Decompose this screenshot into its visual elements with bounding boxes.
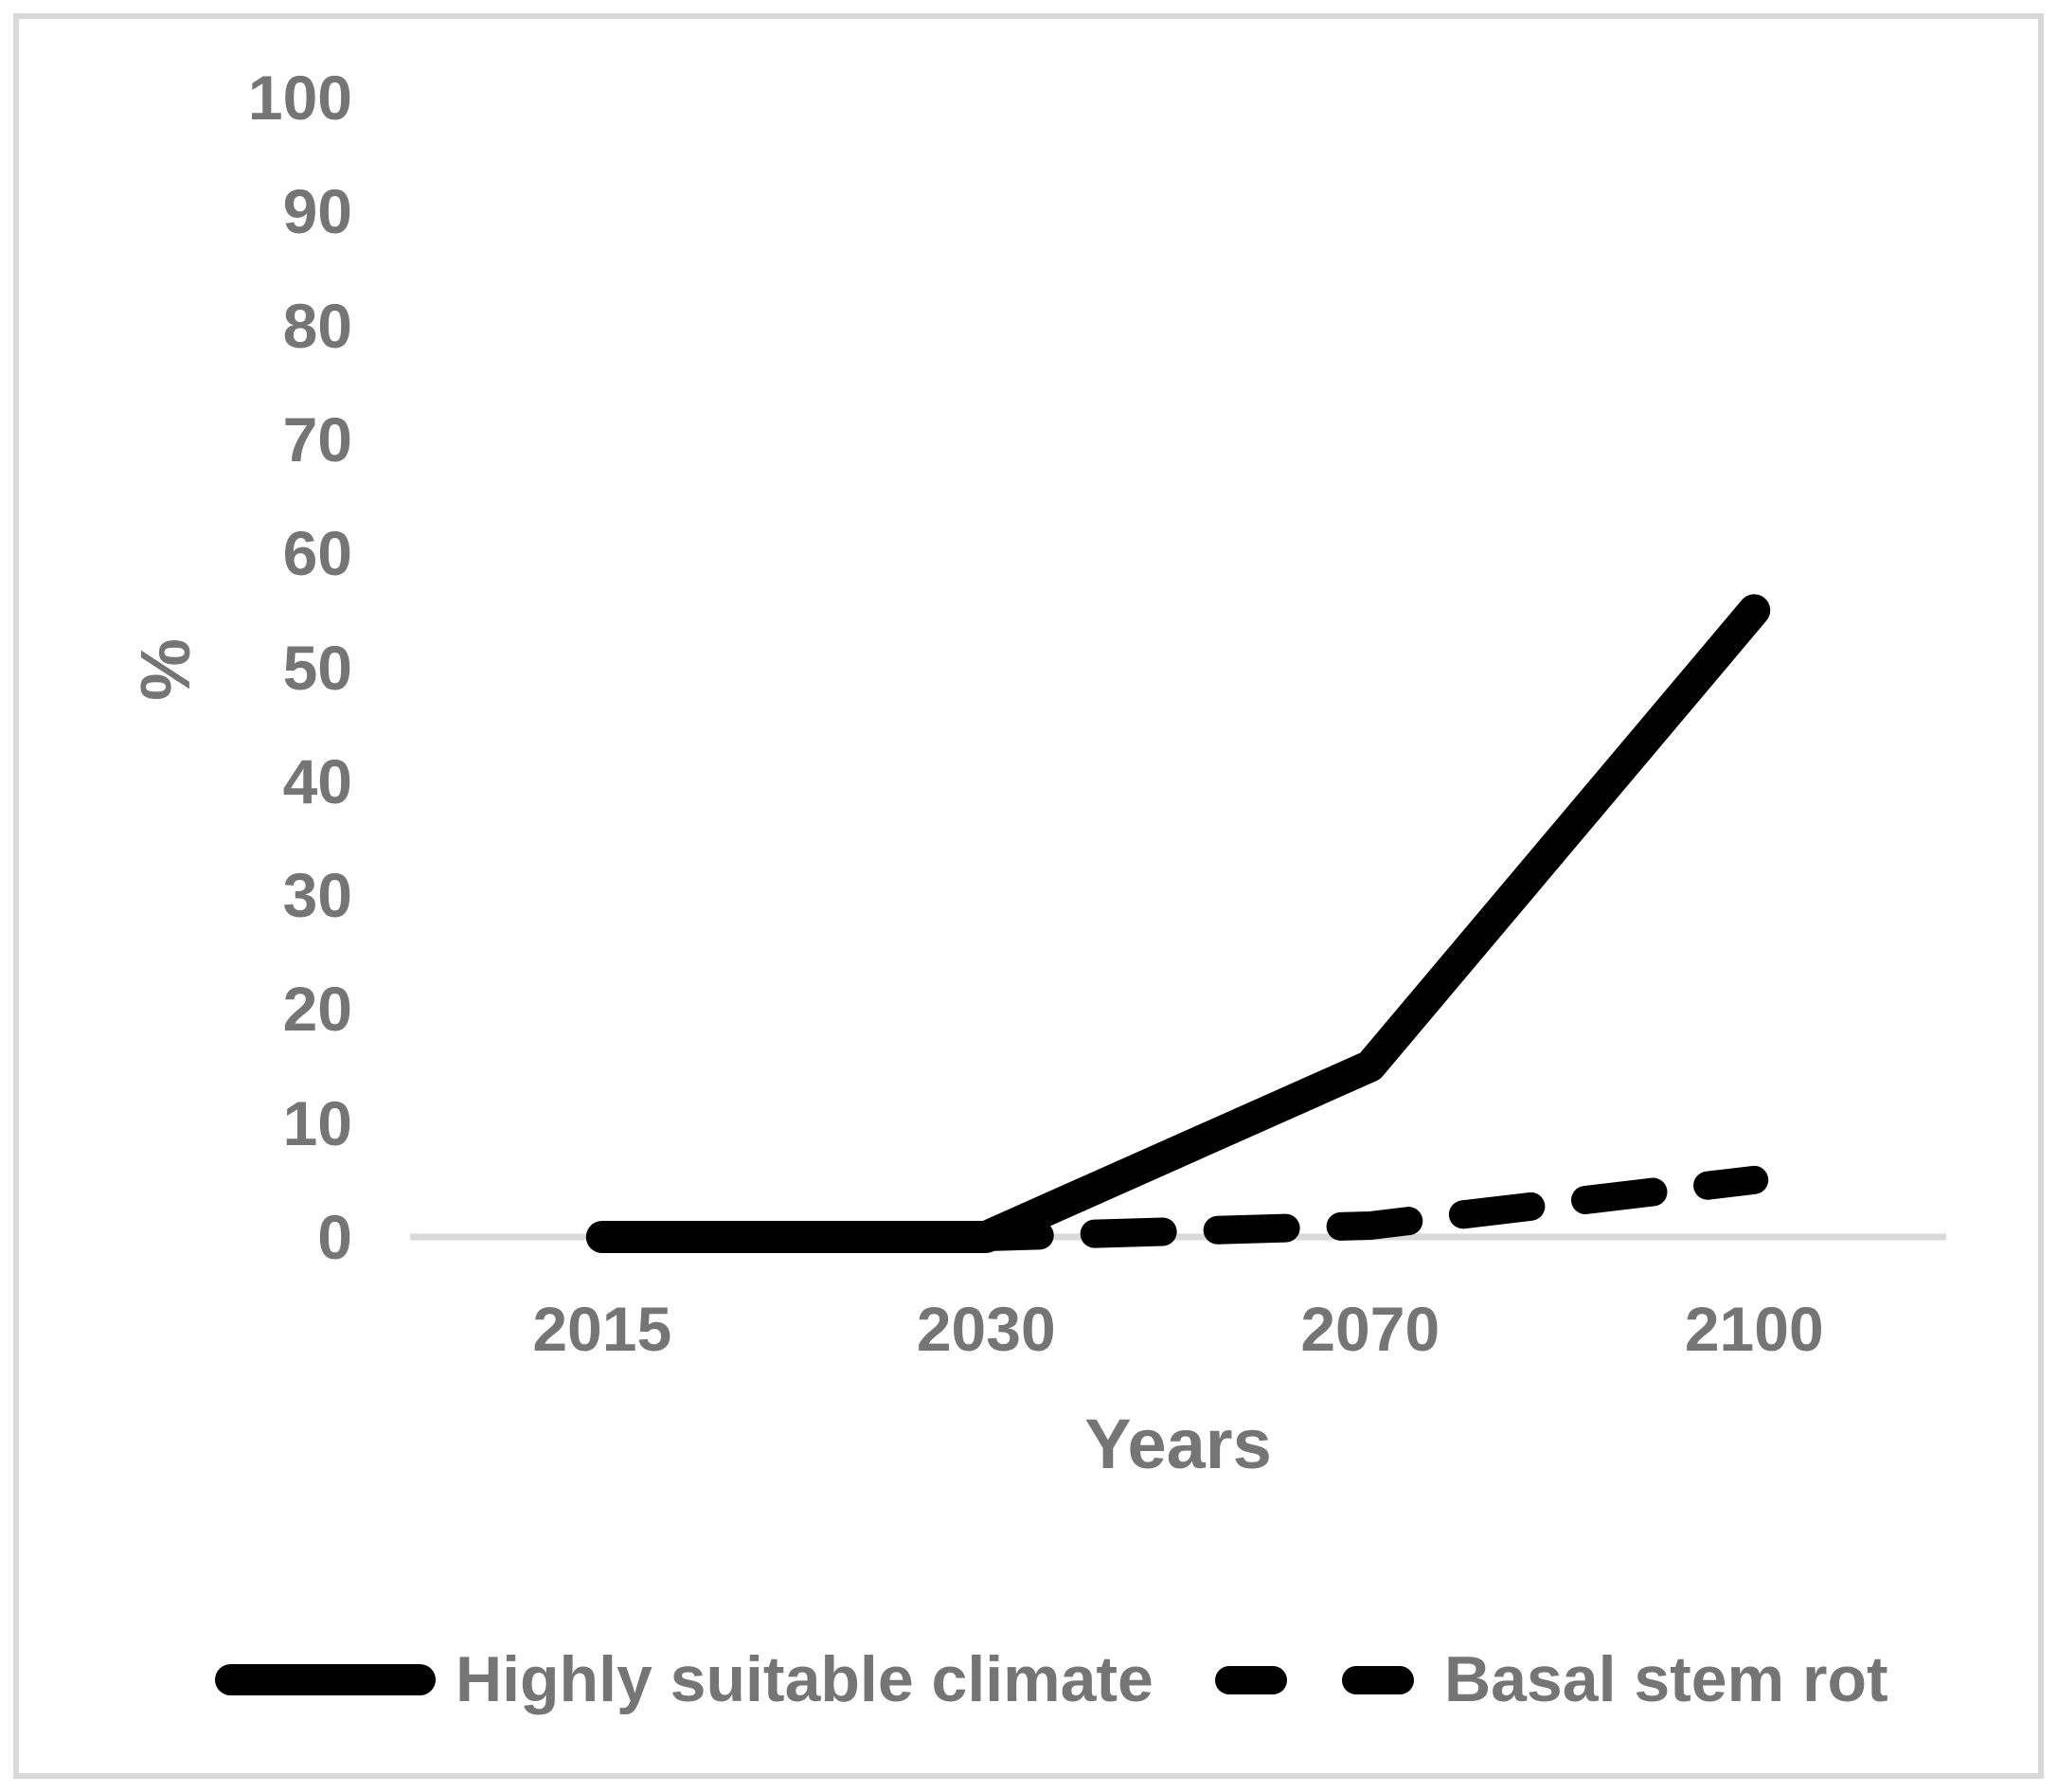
y-tick-label: 40 bbox=[282, 745, 352, 816]
y-tick-label: 80 bbox=[282, 290, 352, 361]
y-tick-label: 60 bbox=[282, 518, 352, 589]
y-tick-label: 100 bbox=[247, 63, 352, 133]
y-tick-label: 90 bbox=[282, 176, 352, 247]
x-tick-label: 2030 bbox=[916, 1294, 1056, 1364]
y-tick-label: 70 bbox=[282, 403, 352, 475]
legend-dashed-line-swatch bbox=[1215, 1666, 1416, 1694]
legend-label-highly-suitable-climate: Highly suitable climate bbox=[456, 1643, 1154, 1715]
y-axis-title: % bbox=[126, 638, 205, 701]
legend-solid-line-swatch bbox=[215, 1664, 436, 1695]
x-tick-label: 2100 bbox=[1684, 1294, 1824, 1364]
y-tick-label: 30 bbox=[282, 860, 352, 931]
y-tick-label: 50 bbox=[282, 632, 352, 703]
x-axis-title: Years bbox=[1084, 1405, 1272, 1483]
solid-series-line bbox=[585, 594, 1771, 1253]
y-tick-label: 20 bbox=[282, 974, 352, 1045]
legend-label-basal-stem-rot: Basal stem rot bbox=[1444, 1643, 1888, 1715]
y-tick-label: 10 bbox=[282, 1087, 352, 1158]
x-tick-label: 2070 bbox=[1300, 1294, 1440, 1364]
x-tick-label: 2015 bbox=[532, 1294, 672, 1364]
y-tick-label: 0 bbox=[317, 1202, 352, 1272]
